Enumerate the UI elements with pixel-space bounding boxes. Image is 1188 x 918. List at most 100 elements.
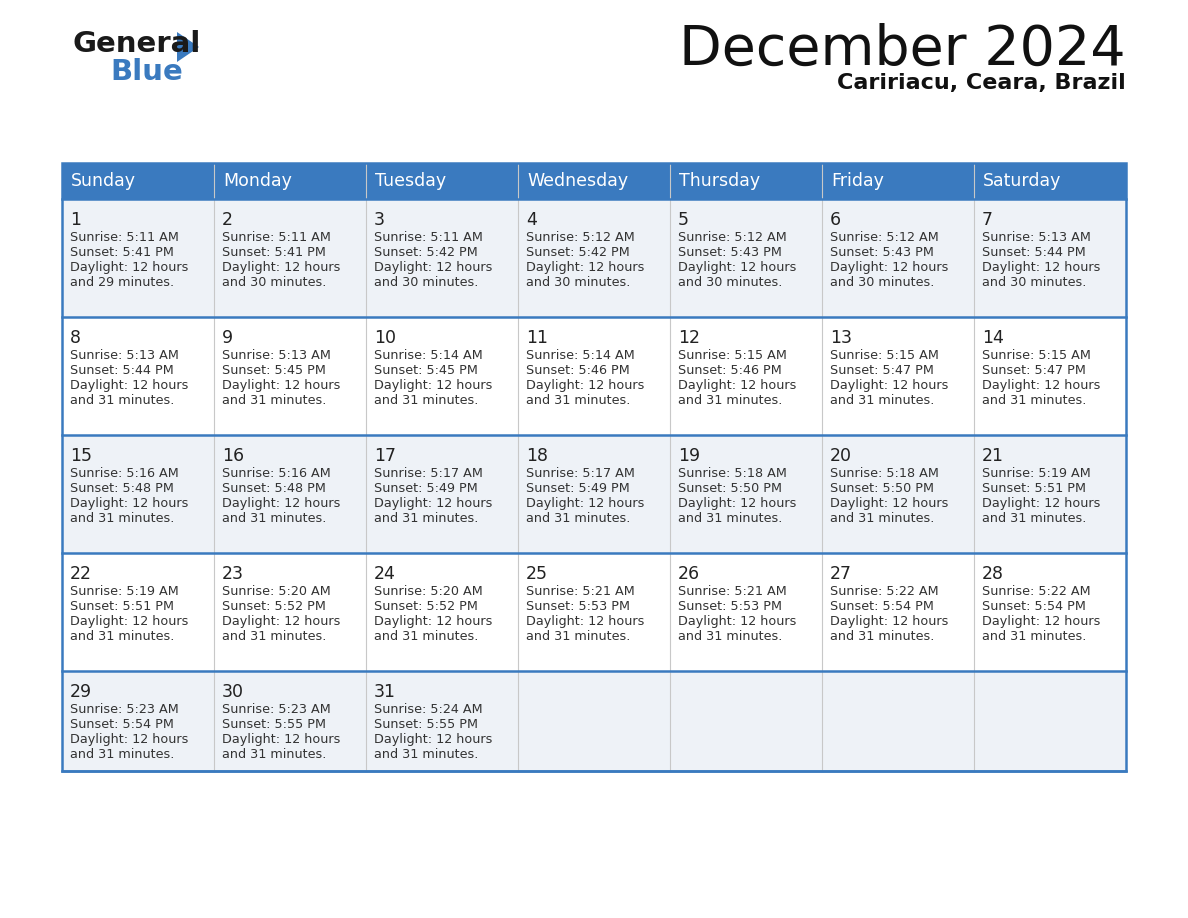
Text: Sunset: 5:49 PM: Sunset: 5:49 PM (374, 482, 478, 495)
Text: and 31 minutes.: and 31 minutes. (70, 630, 175, 643)
Text: and 31 minutes.: and 31 minutes. (830, 394, 935, 407)
Text: 24: 24 (374, 565, 396, 583)
Text: Daylight: 12 hours: Daylight: 12 hours (982, 615, 1100, 628)
Text: Sunset: 5:42 PM: Sunset: 5:42 PM (526, 246, 630, 259)
Text: and 30 minutes.: and 30 minutes. (222, 276, 327, 289)
Text: 12: 12 (678, 329, 700, 347)
Text: 3: 3 (374, 211, 385, 229)
Text: Sunrise: 5:13 AM: Sunrise: 5:13 AM (222, 349, 331, 362)
Text: and 31 minutes.: and 31 minutes. (374, 748, 479, 761)
Text: Sunset: 5:51 PM: Sunset: 5:51 PM (982, 482, 1086, 495)
Text: and 31 minutes.: and 31 minutes. (222, 748, 327, 761)
Bar (822, 163, 974, 199)
Text: Daylight: 12 hours: Daylight: 12 hours (374, 615, 492, 628)
Text: Sunrise: 5:19 AM: Sunrise: 5:19 AM (982, 467, 1091, 480)
Bar (214, 163, 366, 199)
Text: Daylight: 12 hours: Daylight: 12 hours (70, 615, 189, 628)
Text: Sunday: Sunday (71, 172, 135, 190)
Text: 18: 18 (526, 447, 548, 465)
Text: Daylight: 12 hours: Daylight: 12 hours (982, 497, 1100, 510)
Text: Daylight: 12 hours: Daylight: 12 hours (222, 615, 341, 628)
Text: 14: 14 (982, 329, 1004, 347)
Text: Sunset: 5:47 PM: Sunset: 5:47 PM (830, 364, 934, 377)
Bar (366, 163, 518, 199)
Text: Sunset: 5:44 PM: Sunset: 5:44 PM (70, 364, 173, 377)
Text: Sunset: 5:55 PM: Sunset: 5:55 PM (222, 718, 326, 731)
Text: 19: 19 (678, 447, 700, 465)
Text: Sunrise: 5:16 AM: Sunrise: 5:16 AM (222, 467, 330, 480)
Text: Sunset: 5:45 PM: Sunset: 5:45 PM (374, 364, 478, 377)
Text: Sunrise: 5:18 AM: Sunrise: 5:18 AM (678, 467, 786, 480)
Text: Sunrise: 5:19 AM: Sunrise: 5:19 AM (70, 585, 178, 598)
Text: Sunrise: 5:11 AM: Sunrise: 5:11 AM (222, 231, 331, 244)
Text: Sunrise: 5:20 AM: Sunrise: 5:20 AM (222, 585, 330, 598)
Text: Daylight: 12 hours: Daylight: 12 hours (70, 733, 189, 746)
Text: Sunrise: 5:22 AM: Sunrise: 5:22 AM (982, 585, 1091, 598)
Text: Sunset: 5:42 PM: Sunset: 5:42 PM (374, 246, 478, 259)
Text: and 31 minutes.: and 31 minutes. (222, 512, 327, 525)
Text: 21: 21 (982, 447, 1004, 465)
Text: 6: 6 (830, 211, 841, 229)
Text: 5: 5 (678, 211, 689, 229)
Text: and 30 minutes.: and 30 minutes. (374, 276, 479, 289)
Text: and 30 minutes.: and 30 minutes. (982, 276, 1086, 289)
Text: Daylight: 12 hours: Daylight: 12 hours (222, 733, 341, 746)
Text: and 31 minutes.: and 31 minutes. (222, 630, 327, 643)
Text: and 31 minutes.: and 31 minutes. (678, 630, 783, 643)
Text: Sunrise: 5:11 AM: Sunrise: 5:11 AM (374, 231, 482, 244)
Text: Daylight: 12 hours: Daylight: 12 hours (678, 379, 796, 392)
Text: Sunset: 5:54 PM: Sunset: 5:54 PM (830, 600, 934, 613)
Text: and 31 minutes.: and 31 minutes. (678, 512, 783, 525)
Text: and 31 minutes.: and 31 minutes. (374, 512, 479, 525)
Text: Sunrise: 5:17 AM: Sunrise: 5:17 AM (526, 467, 634, 480)
Text: Sunrise: 5:15 AM: Sunrise: 5:15 AM (830, 349, 939, 362)
Text: Sunset: 5:51 PM: Sunset: 5:51 PM (70, 600, 173, 613)
Text: 30: 30 (222, 683, 244, 701)
Text: Sunset: 5:41 PM: Sunset: 5:41 PM (222, 246, 326, 259)
Text: Thursday: Thursday (680, 172, 760, 190)
Text: Daylight: 12 hours: Daylight: 12 hours (982, 261, 1100, 274)
Text: Sunset: 5:53 PM: Sunset: 5:53 PM (526, 600, 630, 613)
Polygon shape (177, 32, 200, 62)
Text: Daylight: 12 hours: Daylight: 12 hours (374, 261, 492, 274)
Text: Sunrise: 5:11 AM: Sunrise: 5:11 AM (70, 231, 179, 244)
Text: and 30 minutes.: and 30 minutes. (830, 276, 935, 289)
Text: Sunrise: 5:23 AM: Sunrise: 5:23 AM (70, 703, 178, 716)
Text: Monday: Monday (223, 172, 292, 190)
Text: and 30 minutes.: and 30 minutes. (526, 276, 631, 289)
Text: and 31 minutes.: and 31 minutes. (526, 630, 631, 643)
Text: General: General (72, 30, 201, 58)
Text: Sunset: 5:50 PM: Sunset: 5:50 PM (678, 482, 782, 495)
Bar (62, 163, 214, 199)
Text: Sunset: 5:48 PM: Sunset: 5:48 PM (70, 482, 173, 495)
Text: Sunrise: 5:12 AM: Sunrise: 5:12 AM (526, 231, 634, 244)
Text: Sunset: 5:43 PM: Sunset: 5:43 PM (830, 246, 934, 259)
Text: 23: 23 (222, 565, 244, 583)
Text: Sunset: 5:44 PM: Sunset: 5:44 PM (982, 246, 1086, 259)
Text: 25: 25 (526, 565, 548, 583)
Bar (518, 163, 670, 199)
Bar (670, 163, 822, 199)
Text: Sunset: 5:43 PM: Sunset: 5:43 PM (678, 246, 782, 259)
Text: and 31 minutes.: and 31 minutes. (374, 630, 479, 643)
Text: and 29 minutes.: and 29 minutes. (70, 276, 175, 289)
Text: 20: 20 (830, 447, 852, 465)
Text: Daylight: 12 hours: Daylight: 12 hours (70, 379, 189, 392)
Text: Daylight: 12 hours: Daylight: 12 hours (374, 733, 492, 746)
Text: Sunrise: 5:12 AM: Sunrise: 5:12 AM (830, 231, 939, 244)
Text: Daylight: 12 hours: Daylight: 12 hours (222, 379, 341, 392)
Text: Sunrise: 5:14 AM: Sunrise: 5:14 AM (526, 349, 634, 362)
Text: Sunset: 5:45 PM: Sunset: 5:45 PM (222, 364, 326, 377)
Text: Sunrise: 5:12 AM: Sunrise: 5:12 AM (678, 231, 786, 244)
Bar (62, 671, 1126, 771)
Bar (974, 163, 1126, 199)
Text: 17: 17 (374, 447, 396, 465)
Text: Sunset: 5:54 PM: Sunset: 5:54 PM (70, 718, 173, 731)
Text: Daylight: 12 hours: Daylight: 12 hours (526, 379, 644, 392)
Text: Daylight: 12 hours: Daylight: 12 hours (678, 261, 796, 274)
Text: Sunset: 5:52 PM: Sunset: 5:52 PM (374, 600, 478, 613)
Text: and 31 minutes.: and 31 minutes. (526, 512, 631, 525)
Text: Daylight: 12 hours: Daylight: 12 hours (374, 497, 492, 510)
Text: Daylight: 12 hours: Daylight: 12 hours (526, 615, 644, 628)
Text: Sunrise: 5:13 AM: Sunrise: 5:13 AM (982, 231, 1091, 244)
